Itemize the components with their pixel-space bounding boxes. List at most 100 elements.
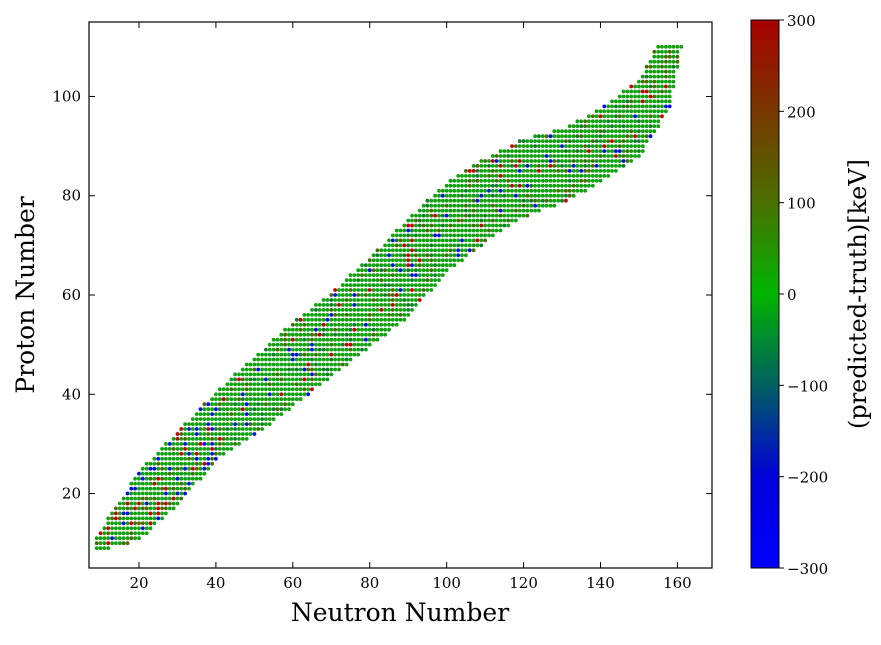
data-point xyxy=(271,397,276,402)
data-point xyxy=(429,288,434,292)
data-point xyxy=(433,228,437,233)
data-point xyxy=(179,481,184,486)
data-point xyxy=(467,243,472,248)
data-point xyxy=(644,99,649,104)
data-point xyxy=(375,283,380,287)
data-point xyxy=(525,169,530,173)
data-point xyxy=(621,99,626,104)
data-point xyxy=(229,407,234,412)
data-point xyxy=(202,437,207,441)
data-point xyxy=(321,347,326,352)
data-point xyxy=(406,258,411,263)
data-point xyxy=(102,536,107,541)
data-point xyxy=(140,531,145,536)
data-point xyxy=(433,193,437,198)
data-point xyxy=(579,119,584,124)
data-point xyxy=(660,74,664,79)
data-point xyxy=(510,154,514,158)
data-point xyxy=(621,94,626,99)
data-point xyxy=(106,521,111,526)
data-point xyxy=(110,516,114,521)
data-point xyxy=(529,169,534,173)
data-point xyxy=(433,238,437,243)
data-point xyxy=(275,342,280,347)
data-point xyxy=(456,198,461,203)
data-point xyxy=(402,273,407,277)
data-point xyxy=(202,451,207,456)
data-point xyxy=(483,178,487,183)
data-point xyxy=(429,273,434,277)
data-point xyxy=(452,243,457,248)
data-point xyxy=(248,407,253,412)
data-point xyxy=(633,104,637,109)
data-point xyxy=(390,263,395,268)
data-point xyxy=(290,367,295,372)
data-point xyxy=(225,432,230,436)
data-point xyxy=(375,313,380,317)
data-point xyxy=(440,208,445,213)
data-point xyxy=(314,362,318,367)
data-point xyxy=(217,397,222,402)
data-point xyxy=(329,337,334,342)
data-point xyxy=(314,342,318,347)
data-point xyxy=(440,198,445,203)
data-point xyxy=(337,298,341,302)
data-point xyxy=(294,367,299,372)
data-point xyxy=(171,471,176,476)
data-point xyxy=(171,486,176,491)
data-point xyxy=(425,198,430,203)
data-point xyxy=(421,228,426,233)
data-point xyxy=(279,392,284,397)
data-point xyxy=(244,427,249,431)
data-point xyxy=(514,188,518,193)
data-point xyxy=(167,481,172,486)
data-point xyxy=(590,178,595,183)
data-point xyxy=(179,491,184,496)
data-point xyxy=(121,521,126,526)
data-point xyxy=(144,531,149,536)
data-point xyxy=(567,124,572,129)
colorbar-tick-label: −100 xyxy=(787,377,828,395)
data-point xyxy=(352,293,357,297)
data-point xyxy=(514,178,518,183)
data-point xyxy=(383,317,387,322)
data-point xyxy=(406,293,411,297)
data-point xyxy=(525,183,530,188)
data-point xyxy=(340,308,345,312)
data-points xyxy=(94,44,684,550)
data-point xyxy=(625,149,630,154)
data-point xyxy=(467,238,472,243)
data-point xyxy=(567,149,572,154)
data-point xyxy=(406,248,411,253)
data-point xyxy=(417,253,422,258)
data-point xyxy=(494,178,499,183)
data-point xyxy=(390,258,395,263)
data-point xyxy=(125,491,130,496)
data-point xyxy=(325,298,330,302)
data-point xyxy=(306,387,311,392)
data-point xyxy=(652,124,657,129)
data-point xyxy=(298,337,303,342)
data-point xyxy=(202,447,207,451)
data-point xyxy=(506,149,511,154)
data-point xyxy=(102,531,107,536)
data-point xyxy=(540,144,545,149)
data-point xyxy=(340,288,345,292)
data-point xyxy=(433,258,437,263)
data-point xyxy=(340,347,345,352)
data-point xyxy=(360,313,364,317)
data-point xyxy=(240,402,245,407)
data-point xyxy=(437,218,441,223)
data-point xyxy=(333,303,337,307)
data-point xyxy=(494,203,499,208)
data-point xyxy=(183,461,188,466)
data-point xyxy=(648,119,653,124)
data-point xyxy=(617,129,622,134)
data-point xyxy=(175,496,180,501)
data-point xyxy=(598,174,603,178)
data-point xyxy=(498,164,503,168)
data-point xyxy=(398,283,403,287)
data-point xyxy=(187,481,191,486)
data-point xyxy=(494,188,499,193)
data-point xyxy=(252,417,257,421)
